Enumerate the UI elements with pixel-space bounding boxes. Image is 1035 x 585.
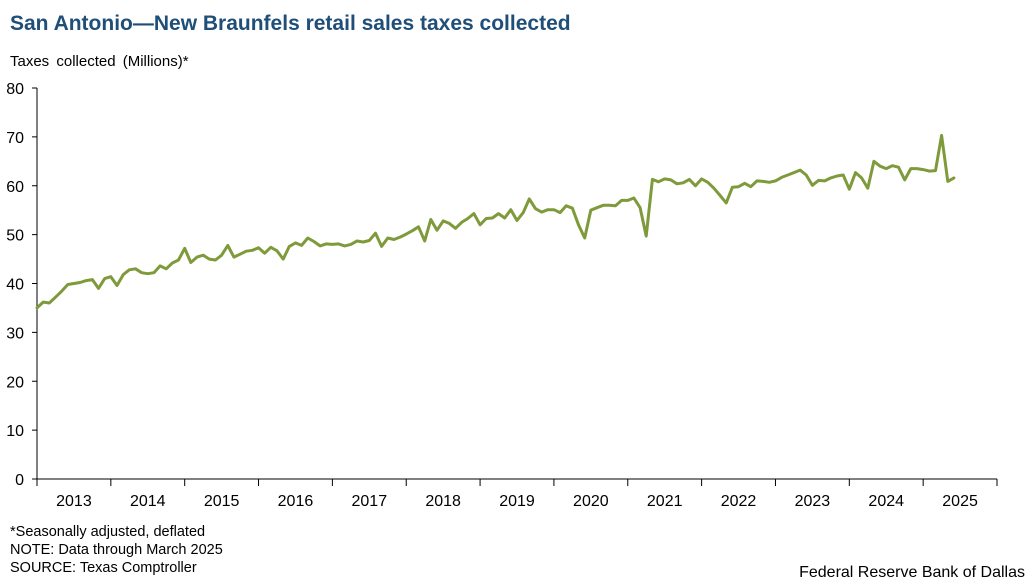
y-axis-ticks: 0 10 20 30 40 50 60 70 80 xyxy=(6,81,37,489)
x-tick-label: 2018 xyxy=(425,493,461,510)
note-source: SOURCE: Texas Comptroller xyxy=(10,560,197,576)
y-tick-label: 70 xyxy=(6,130,24,147)
chart-title: San Antonio—New Braunfels retail sales t… xyxy=(10,12,571,35)
y-tick-label: 80 xyxy=(6,81,24,98)
x-tick-label: 2023 xyxy=(795,493,831,510)
y-axis-label: Taxes collected (Millions)* xyxy=(10,53,189,70)
y-tick-label: 0 xyxy=(15,472,24,489)
series-group xyxy=(35,133,956,310)
y-tick-label: 50 xyxy=(6,228,24,245)
y-tick-label: 60 xyxy=(6,179,24,196)
y-tick-label: 10 xyxy=(6,423,24,440)
x-tick-label: 2016 xyxy=(278,493,314,510)
axes xyxy=(36,88,997,480)
x-axis-ticks: 2013 2014 2015 2016 2017 2018 2019 2020 2021 2022… xyxy=(36,479,998,510)
chart-notes: *Seasonally adjusted, deflated NOTE: Dat… xyxy=(10,523,223,577)
series-line xyxy=(35,133,956,310)
x-tick-label: 2014 xyxy=(130,493,166,510)
y-tick-label: 20 xyxy=(6,374,24,391)
y-tick-label: 30 xyxy=(6,325,24,342)
x-tick-label: 2020 xyxy=(573,493,609,510)
x-tick-label: 2024 xyxy=(868,493,904,510)
x-tick-label: 2015 xyxy=(204,493,240,510)
note-data-through: NOTE: Data through March 2025 xyxy=(10,542,223,558)
x-tick-label: 2021 xyxy=(647,493,683,510)
x-tick-label: 2019 xyxy=(499,493,535,510)
credit-line: Federal Reserve Bank of Dallas xyxy=(799,564,1025,581)
note-seasonally-adjusted: *Seasonally adjusted, deflated xyxy=(10,524,206,540)
x-tick-label: 2025 xyxy=(942,493,978,510)
x-tick-label: 2022 xyxy=(721,493,757,510)
y-tick-label: 40 xyxy=(6,277,24,294)
x-tick-label: 2013 xyxy=(56,493,92,510)
x-tick-label: 2017 xyxy=(352,493,388,510)
